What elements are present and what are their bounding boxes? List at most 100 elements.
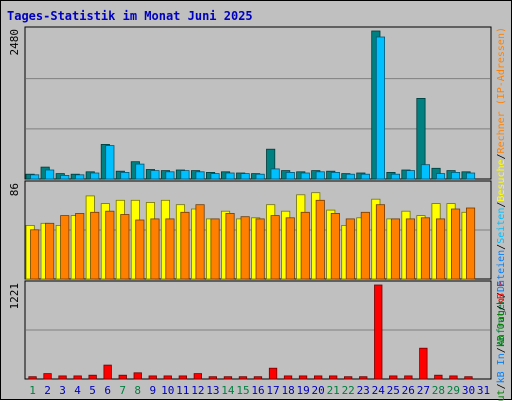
- legend-right-top-part-1: /: [496, 292, 507, 298]
- bar-visits-sites-Rechner-day-28: [435, 218, 446, 280]
- x-tick-label-22: 22: [342, 384, 355, 397]
- legend-right-bottom-part-2: kB In: [496, 353, 507, 383]
- x-tick-label-14: 14: [221, 384, 235, 397]
- bar-visits-sites-Rechner-day-12: [195, 204, 205, 280]
- x-tick-label-21: 21: [327, 384, 340, 397]
- x-tick-label-29: 29: [447, 384, 460, 397]
- bar-kbytes-kB F-day-21: [328, 375, 338, 380]
- x-tick-label-2: 2: [44, 384, 51, 397]
- legend-right-bottom-part-3: /: [496, 347, 507, 353]
- x-tick-label-19: 19: [296, 384, 309, 397]
- legend-right-bottom-part-1: /: [496, 383, 507, 389]
- bar-kbytes-kB F-day-10: [163, 375, 172, 380]
- x-tick-label-26: 26: [402, 384, 415, 397]
- legend-right-top-part-4: Seiten: [496, 208, 507, 244]
- bar-kbytes-kB F-day-27: [419, 347, 428, 380]
- x-tick-label-18: 18: [281, 384, 294, 397]
- bar-visits-sites-Rechner-day-18: [285, 217, 295, 280]
- bar-visits-sites-Rechner-day-16: [255, 218, 265, 280]
- bar-hits-files-Dateien-day-4: [75, 174, 85, 180]
- x-tick-label-31: 31: [477, 384, 490, 397]
- legend-right-top-part-6: Besuche: [496, 159, 507, 201]
- x-tick-label-10: 10: [161, 384, 174, 397]
- bar-hits-files-Dateien-day-27: [420, 164, 430, 180]
- bar-kbytes-kB F-day-2: [43, 373, 52, 380]
- bar-visits-sites-Rechner-day-11: [180, 211, 190, 280]
- bar-visits-sites-Rechner-day-17: [270, 215, 280, 280]
- bar-visits-sites-Rechner-day-24: [375, 204, 385, 280]
- legend-right-bottom-part-6: kB F: [496, 281, 507, 305]
- x-tick-label-17: 17: [266, 384, 279, 397]
- bar-hits-files-Dateien-day-7: [120, 171, 130, 180]
- bar-kbytes-kB F-day-8: [133, 372, 142, 380]
- bar-visits-sites-Rechner-day-6: [105, 210, 115, 280]
- x-tick-label-1: 1: [29, 384, 36, 397]
- bar-kbytes-kB F-day-20: [313, 375, 323, 380]
- bar-hits-files-Dateien-day-22: [345, 173, 355, 180]
- bar-hits-files-Dateien-day-1: [30, 174, 40, 180]
- bar-hits-files-Dateien-day-16: [255, 173, 265, 180]
- x-tick-label-13: 13: [206, 384, 219, 397]
- bar-visits-sites-Rechner-day-15: [240, 216, 250, 280]
- bar-kbytes-kB F-day-25: [389, 375, 398, 380]
- bar-visits-sites-Rechner-day-26: [405, 218, 415, 280]
- bar-kbytes-kB F-day-24: [374, 284, 383, 380]
- bar-visits-sites-Rechner-day-2: [45, 222, 55, 280]
- legend-right-top-part-5: /: [496, 202, 507, 208]
- ymax-label-kbytes: 1221: [8, 283, 21, 310]
- x-tick-label-3: 3: [59, 384, 66, 397]
- x-tick-label-5: 5: [89, 384, 96, 397]
- x-tick-label-12: 12: [191, 384, 204, 397]
- bar-visits-sites-Rechner-day-3: [60, 215, 70, 280]
- bar-kbytes-kB F-day-6: [103, 364, 112, 380]
- bar-kbytes-kB F-day-11: [178, 375, 188, 380]
- bar-kbytes-kB F-day-28: [434, 374, 443, 380]
- bar-kbytes-kB F-day-23: [359, 376, 368, 380]
- bar-hits-files-Dateien-day-10: [165, 171, 175, 180]
- bar-hits-files-Dateien-day-18: [285, 171, 295, 180]
- bar-kbytes-kB F-day-13: [208, 376, 218, 380]
- bar-hits-files-Dateien-day-11: [180, 170, 190, 180]
- bar-hits-files-Dateien-day-17: [270, 168, 280, 180]
- legend-right-top-part-8: Rechner (IP-Adressen): [496, 27, 507, 153]
- bar-hits-files-Dateien-day-12: [195, 171, 205, 180]
- legend-right-top-part-3: /: [496, 244, 507, 250]
- x-tick-label-30: 30: [462, 384, 475, 397]
- bar-kbytes-kB F-day-1: [28, 376, 37, 380]
- x-tick-label-7: 7: [119, 384, 126, 397]
- x-tick-label-4: 4: [74, 384, 81, 397]
- legend-right-bottom-part-5: /: [496, 305, 507, 311]
- bar-visits-sites-Rechner-day-13: [210, 218, 220, 280]
- bar-kbytes-kB F-day-14: [223, 376, 233, 380]
- bar-hits-files-Dateien-day-13: [210, 173, 220, 180]
- bar-kbytes-kB F-day-4: [73, 375, 82, 380]
- x-tick-label-28: 28: [432, 384, 445, 397]
- x-tick-label-11: 11: [176, 384, 189, 397]
- bar-kbytes-kB F-day-18: [283, 375, 293, 380]
- bar-hits-files-Dateien-day-29: [450, 171, 461, 180]
- bar-hits-files-Dateien-day-23: [360, 173, 370, 180]
- chart-title: Tages-Statistik im Monat Juni 2025: [7, 9, 253, 23]
- ymax-label-visits-sites: 86: [8, 183, 21, 196]
- legend-right-bottom: Out/kB In/kB Out/kB F: [496, 281, 507, 401]
- bar-visits-sites-Rechner-day-22: [345, 218, 355, 280]
- bar-hits-files-Dateien-day-5: [90, 172, 100, 180]
- bar-hits-files-Dateien-day-21: [330, 171, 340, 180]
- x-tick-label-15: 15: [236, 384, 249, 397]
- bar-hits-files-Dateien-day-19: [300, 172, 310, 180]
- legend-right-top-part-2: Dateien: [496, 250, 507, 292]
- x-tick-label-27: 27: [417, 384, 430, 397]
- bar-visits-sites-Rechner-day-8: [135, 219, 145, 280]
- bar-hits-files-Dateien-day-8: [135, 163, 145, 180]
- bar-kbytes-kB F-day-19: [298, 375, 308, 380]
- bar-visits-sites-Rechner-day-25: [390, 218, 400, 280]
- bar-visits-sites-Rechner-day-4: [75, 212, 85, 280]
- bar-hits-files-Dateien-day-24: [375, 36, 385, 180]
- legend-right-bottom-part-0: Out: [496, 389, 507, 401]
- legend-right-top-part-7: /: [496, 153, 507, 159]
- bar-visits-sites-Rechner-day-23: [360, 211, 370, 280]
- ymax-label-hits-files: 2480: [8, 29, 21, 56]
- bar-visits-sites-Rechner-day-21: [330, 212, 340, 280]
- bar-hits-files-Dateien-day-15: [240, 173, 250, 180]
